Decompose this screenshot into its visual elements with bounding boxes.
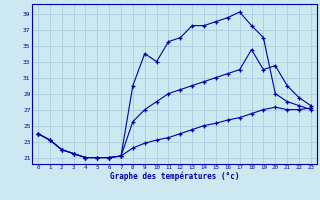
X-axis label: Graphe des températures (°c): Graphe des températures (°c)	[110, 172, 239, 181]
